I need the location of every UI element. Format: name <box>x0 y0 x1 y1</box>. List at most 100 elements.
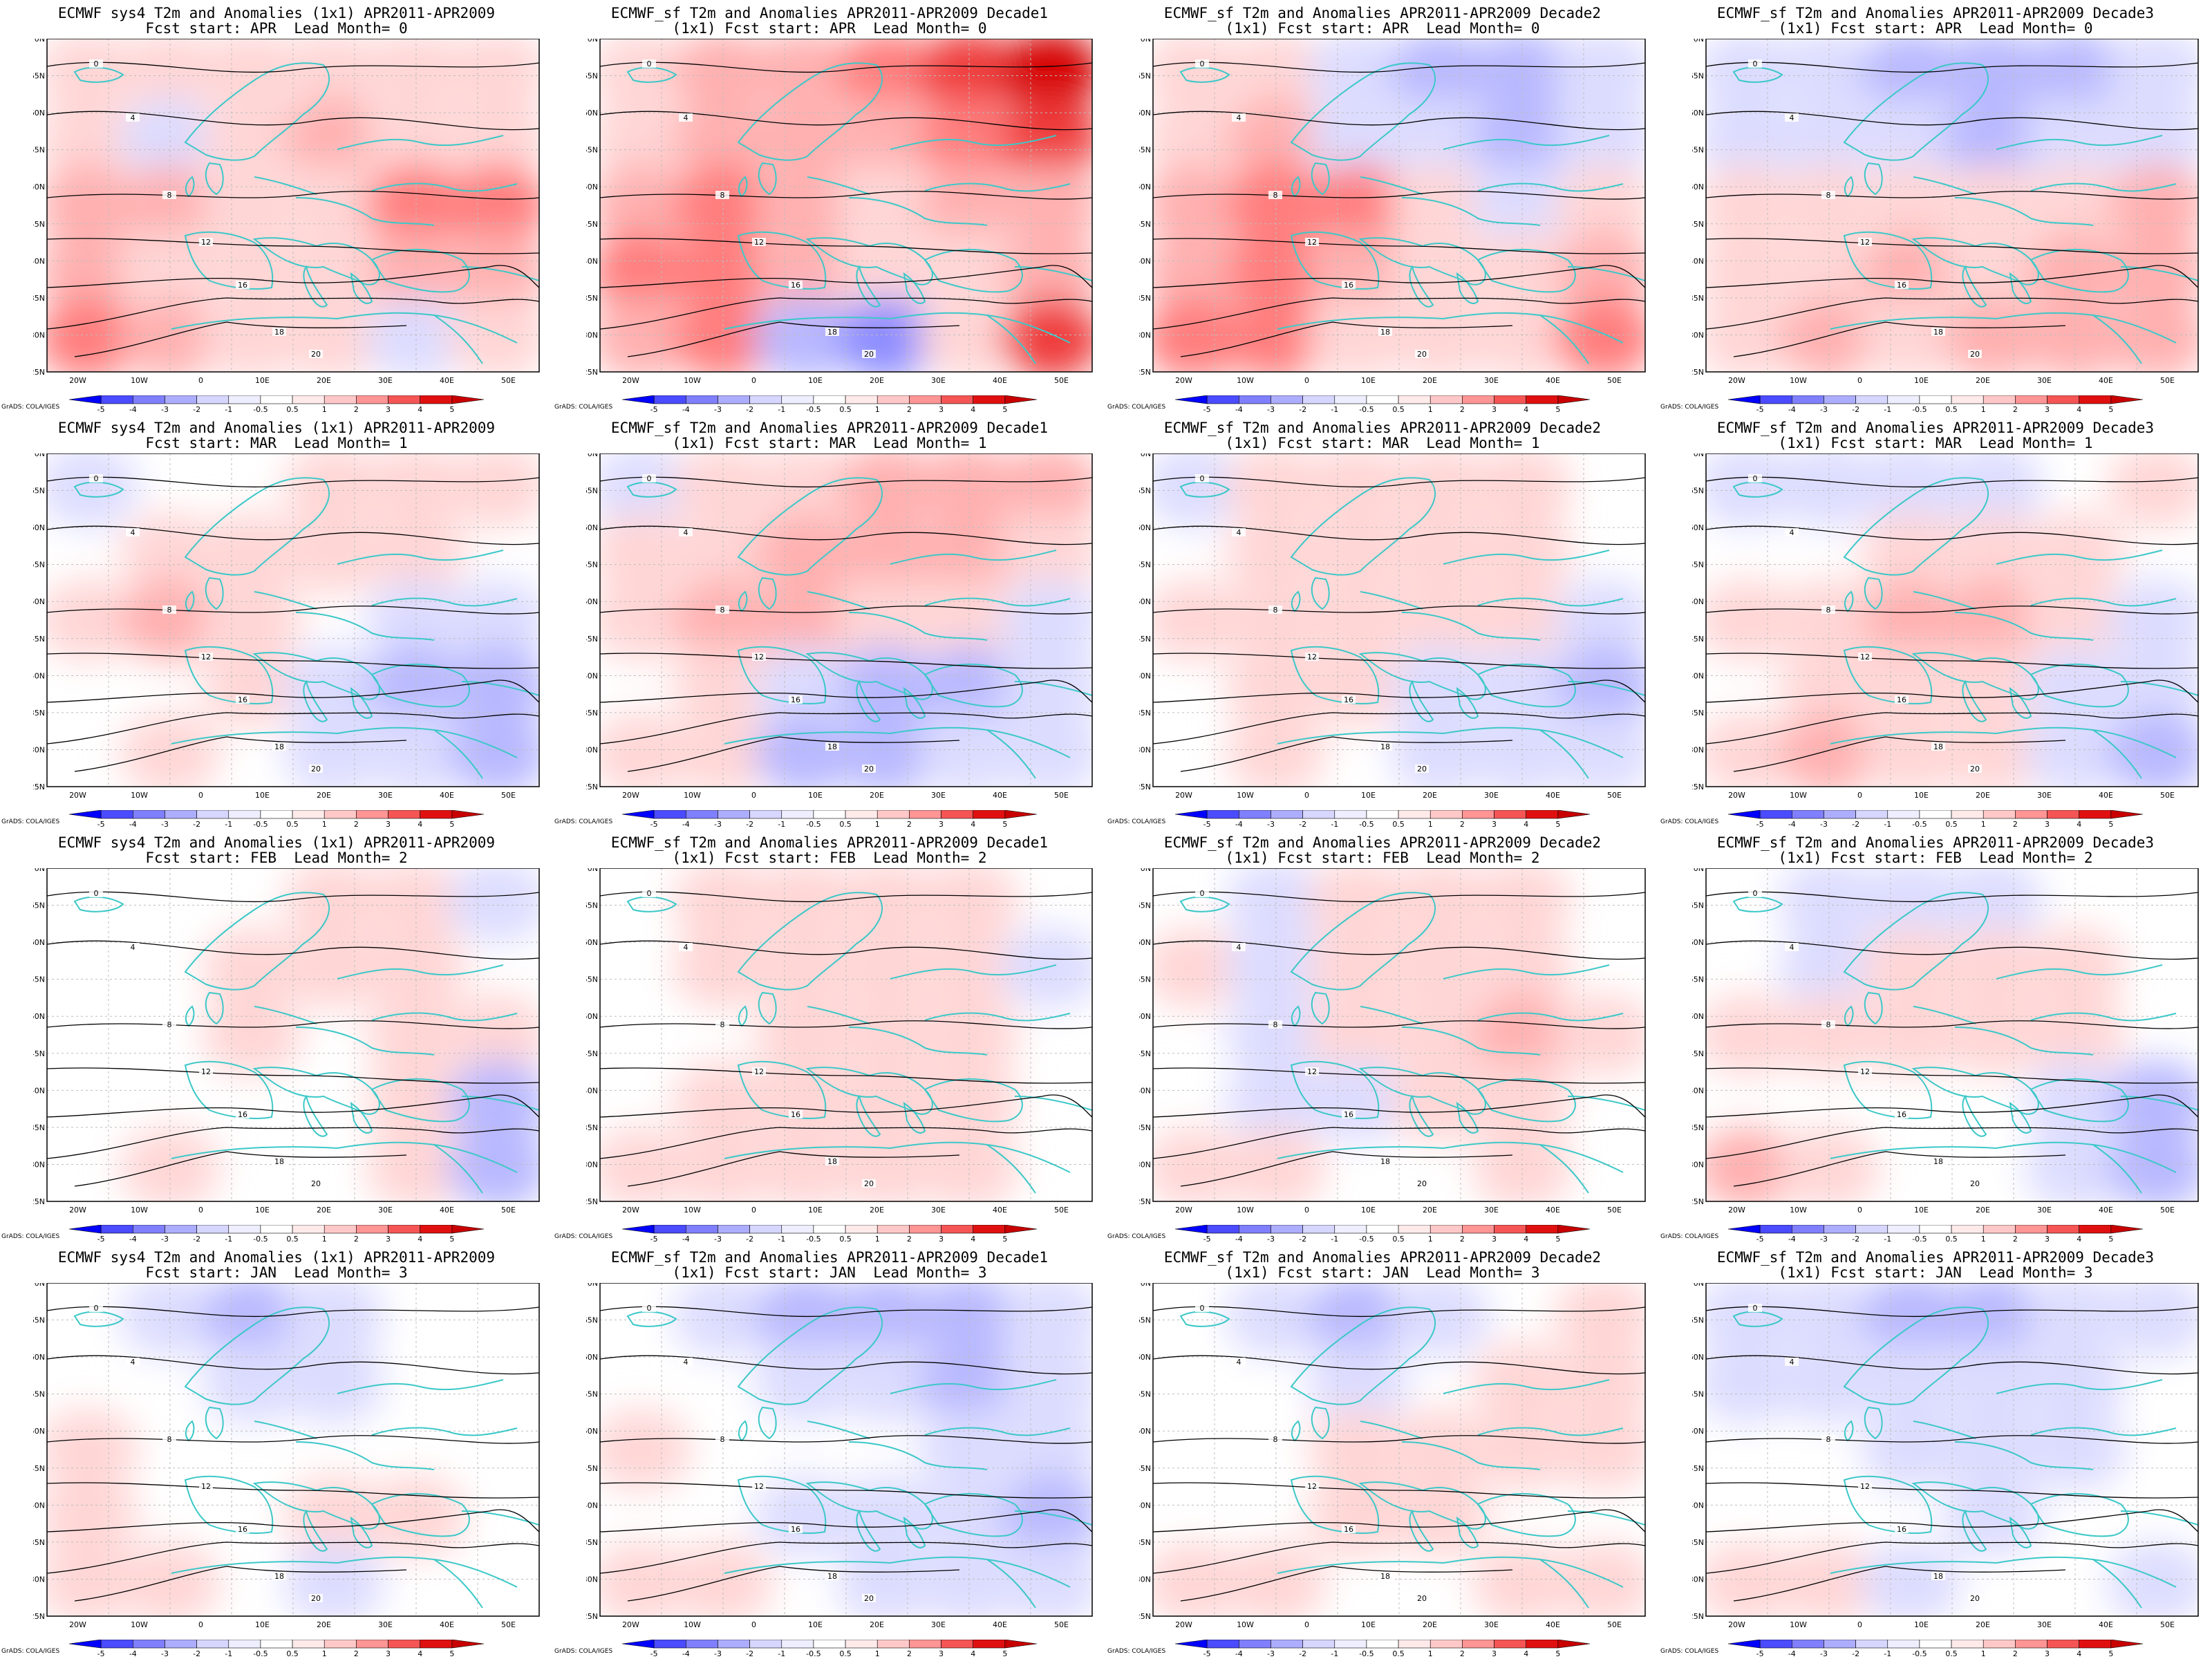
panel-title-line: Fcst start: APR Lead Month= 0 <box>145 20 408 37</box>
anomaly-cell <box>1307 164 1409 247</box>
lat-label: 50N <box>1692 1012 1704 1021</box>
lon-label: 10W <box>684 1206 701 1215</box>
colorbar-tick-label: 1 <box>1428 820 1433 828</box>
contour-line <box>47 1094 539 1118</box>
contour-line <box>47 653 539 669</box>
anomaly-cell <box>1942 993 2044 1076</box>
contour-label: 16 <box>1897 695 1906 704</box>
colorbar-tick-label: -5 <box>97 820 105 828</box>
panel-title-line: ECMWF_sf T2m and Anomalies APR2011-APR20… <box>610 420 1049 436</box>
panel-title-line: (1x1) Fcst start: FEB Lead Month= 2 <box>672 850 987 866</box>
colorbar-swatch <box>388 1225 420 1234</box>
contour-label: 0 <box>94 1304 99 1313</box>
colorbar-swatch <box>653 1225 686 1234</box>
lat-label: 45N <box>1139 220 1151 229</box>
grads-credit: GrADS: COLA/IGES <box>1660 1648 1719 1655</box>
colorbar-tick-label: 4 <box>2077 405 2081 413</box>
contour-label: 4 <box>1790 1358 1794 1367</box>
lon-label: 20W <box>1175 1620 1192 1629</box>
colorbar: -5 -4 -3 -2 -1 -0.5 0.5 1 2 3 4 5 <box>1727 395 2144 413</box>
lat-label: 45N <box>1139 1049 1151 1058</box>
map-panel: ECMWF_sf T2m and Anomalies APR2011-APR20… <box>553 0 1106 415</box>
colorbar-tick-label: 4 <box>971 405 975 413</box>
map-frame <box>1705 1283 2199 1617</box>
colorbar-swatch <box>165 1225 197 1234</box>
colorbar-swatch <box>909 1640 941 1649</box>
contour-label: 8 <box>1826 1020 1831 1029</box>
lat-label: 40N <box>1139 1501 1151 1510</box>
colorbar-swatch <box>133 1225 165 1234</box>
colorbar-swatch <box>324 1225 357 1234</box>
colorbar-tick-label: -5 <box>650 1649 658 1658</box>
contour-line <box>1153 679 1645 703</box>
anomaly-cell <box>1000 926 1092 1010</box>
lat-label: 30N <box>586 330 598 339</box>
contour-line <box>600 1482 1092 1499</box>
colorbar-swatch <box>749 1640 782 1649</box>
contour-label: 8 <box>1826 191 1831 200</box>
colorbar-tick-label: -1 <box>1331 820 1338 828</box>
colorbar-tick-label: -3 <box>161 1235 169 1243</box>
lon-label: 10W <box>1790 1206 1807 1215</box>
colorbar-tick-label: 3 <box>386 405 391 413</box>
colorbar: -5 -4 -3 -2 -1 -0.5 0.5 1 2 3 4 5 <box>1727 1225 2144 1243</box>
anomaly-cell <box>600 39 692 113</box>
colorbar-tick-label: -1 <box>225 1235 232 1243</box>
lat-label: 40N <box>33 256 45 265</box>
contour-label: 20 <box>1970 1594 1980 1603</box>
colorbar-tick-label: -0.5 <box>253 405 268 413</box>
colorbar-swatch <box>2015 1225 2047 1234</box>
contour-label: 12 <box>1307 238 1317 247</box>
contour-line <box>600 297 1092 330</box>
colorbar-tick-label: -1 <box>778 1649 785 1658</box>
lon-label: 10W <box>1237 1620 1254 1629</box>
colorbar-swatch <box>1983 810 2016 819</box>
colorbar-swatch <box>1271 1225 1303 1234</box>
colorbar-swatch <box>1824 1225 1856 1234</box>
lon-label: 10W <box>1790 376 1807 385</box>
map-panel: ECMWF_sf T2m and Anomalies APR2011-APR20… <box>1659 0 2212 415</box>
lat-label: 30N <box>1139 1575 1151 1584</box>
lon-label: 40E <box>993 791 1007 800</box>
contour-label: 16 <box>1344 695 1353 704</box>
colorbar-swatch <box>2079 810 2112 819</box>
colorbar-swatch <box>2110 1640 2144 1649</box>
anomaly-shading <box>600 1283 1092 1616</box>
colorbar-swatch <box>621 395 655 404</box>
colorbar-tick-label: 2 <box>354 1649 359 1658</box>
lat-label: 45N <box>586 1049 598 1058</box>
map-panel: ECMWF_sf T2m and Anomalies APR2011-APR20… <box>1106 1244 1659 1659</box>
anomaly-cell <box>1471 512 1573 595</box>
colorbar-swatch <box>1557 810 1591 819</box>
colorbar-tick-label: 4 <box>1524 1649 1528 1658</box>
lat-label: 55N <box>33 561 45 570</box>
lat-label: 30N <box>1139 745 1151 754</box>
anomaly-map: 0 4 8 12 16 18 20 70N 65N 60N 55N 50N 45N 40N 35N 30N 25… <box>1139 453 1646 800</box>
colorbar-tick-label: -2 <box>1852 1235 1859 1243</box>
lon-label: 0 <box>198 376 203 385</box>
contour-line <box>600 940 1092 960</box>
colorbar-swatch <box>356 1640 388 1649</box>
panel-title-line: Fcst start: FEB Lead Month= 2 <box>145 850 408 866</box>
colorbar: -5 -4 -3 -2 -1 -0.5 0.5 1 2 3 4 5 <box>68 1225 485 1243</box>
colorbar-tick-label: 5 <box>449 820 454 828</box>
contour-line <box>1180 1151 1513 1187</box>
colorbar-tick-label: 2 <box>907 405 912 413</box>
colorbar-tick-label: 1 <box>1981 1649 1986 1658</box>
map-frame <box>46 1283 540 1617</box>
contour-label: 4 <box>1237 113 1241 122</box>
colorbar-tick-label: -2 <box>1299 820 1306 828</box>
colorbar-tick-label: -0.5 <box>1359 405 1374 413</box>
lat-label: 25N <box>1139 1612 1151 1621</box>
contour-label: 12 <box>754 653 764 662</box>
lon-label: 20W <box>69 376 86 385</box>
lon-label: 10E <box>255 791 270 800</box>
colorbar-tick-label: -4 <box>129 1649 137 1658</box>
anomaly-cell <box>2024 926 2126 1010</box>
grads-credit: GrADS: COLA/IGES <box>1660 1233 1719 1240</box>
colorbar-tick-label: 4 <box>418 820 422 828</box>
colorbar-tick-label: 4 <box>971 1235 975 1243</box>
colorbar-swatch <box>845 1640 878 1649</box>
colorbar-tick-label: 1 <box>1981 820 1986 828</box>
colorbar-swatch <box>813 1640 846 1649</box>
